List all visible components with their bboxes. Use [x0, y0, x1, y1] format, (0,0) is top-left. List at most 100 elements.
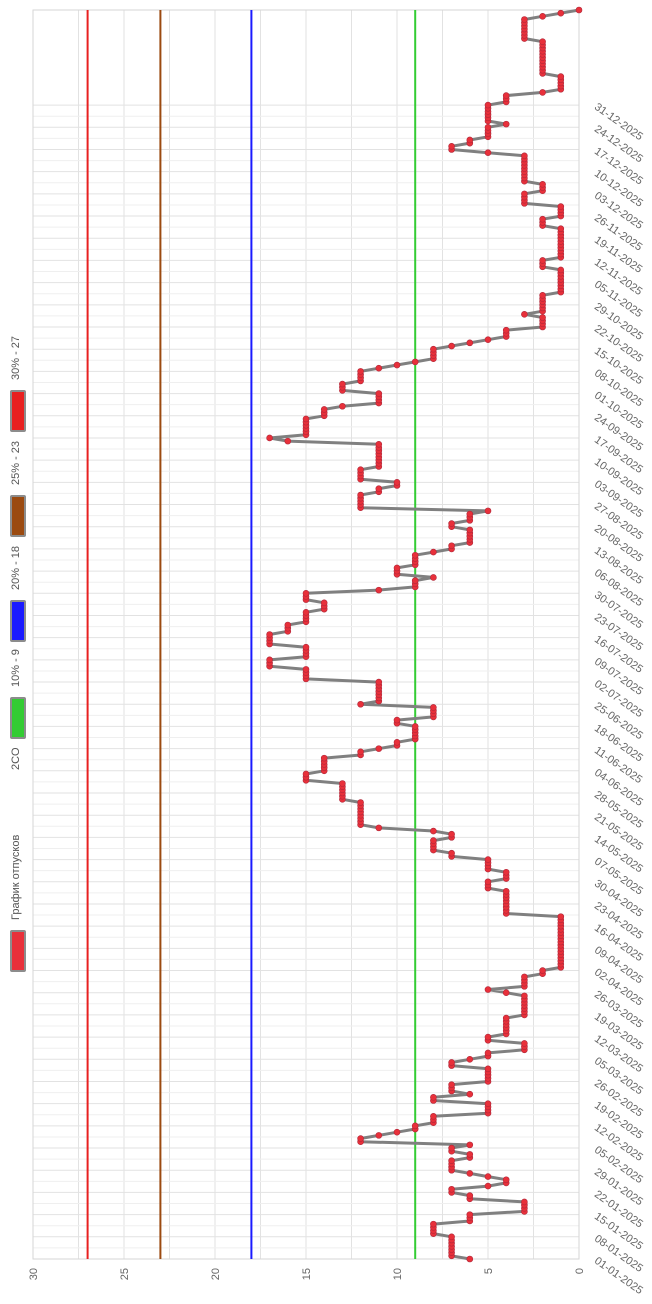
value-tick-label: 25 — [119, 1268, 131, 1280]
data-point — [484, 1065, 492, 1073]
data-point — [393, 1128, 401, 1136]
data-point — [484, 1182, 492, 1190]
data-point — [284, 621, 292, 629]
data-point — [393, 479, 401, 486]
data-point — [375, 1132, 383, 1139]
data-point — [466, 1192, 474, 1199]
data-point — [539, 38, 546, 46]
data-point — [539, 181, 546, 188]
data-point — [320, 406, 328, 413]
data-point — [466, 1255, 474, 1263]
legend-label-30pct: 30% - 27 — [10, 335, 22, 380]
legend-swatch-20pct — [10, 600, 26, 642]
data-point — [357, 368, 364, 375]
data-point — [502, 989, 510, 997]
data-point — [466, 339, 474, 347]
data-point — [430, 704, 437, 711]
data-point — [448, 1157, 455, 1165]
data-point — [357, 799, 364, 806]
data-point — [466, 1141, 474, 1149]
data-point — [448, 1059, 455, 1066]
data-point — [539, 89, 546, 96]
data-point — [430, 827, 437, 835]
data-point — [375, 390, 383, 397]
data-point — [302, 770, 310, 778]
data-point — [266, 434, 273, 442]
data-point — [302, 415, 310, 423]
data-point — [557, 266, 565, 274]
data-point — [521, 152, 528, 160]
data-point — [484, 856, 492, 863]
data-point — [448, 1144, 455, 1152]
legend-swatch-10pct — [10, 697, 26, 739]
data-point — [502, 887, 510, 895]
legend-label-vacations: График отпусков — [10, 834, 22, 920]
value-tick-label: 5 — [483, 1268, 495, 1274]
data-point — [502, 326, 510, 334]
data-point — [539, 967, 546, 974]
data-point — [430, 837, 437, 844]
grid-layer — [32, 9, 580, 1260]
legend-label-25pct: 25% - 23 — [10, 440, 22, 485]
data-point — [502, 1014, 510, 1022]
data-point — [430, 548, 437, 556]
data-point — [484, 123, 492, 131]
data-point — [302, 666, 310, 673]
data-point — [266, 656, 273, 664]
data-point — [448, 1185, 455, 1193]
data-point — [411, 723, 419, 730]
value-tick-label: 30 — [28, 1268, 40, 1280]
data-point — [502, 1176, 510, 1184]
data-point — [484, 1173, 492, 1180]
data-point — [484, 1049, 492, 1057]
data-point — [339, 380, 346, 388]
data-point — [539, 292, 546, 299]
data-point — [448, 542, 455, 550]
data-point — [484, 878, 492, 886]
data-point — [484, 507, 492, 515]
data-point — [320, 599, 328, 607]
data-point — [302, 643, 310, 651]
data-point — [466, 1090, 474, 1098]
data-point — [357, 491, 364, 499]
data-point — [411, 577, 419, 584]
data-point — [430, 1094, 437, 1101]
data-point — [339, 402, 346, 410]
data-point — [557, 9, 565, 17]
plot-frame — [32, 9, 580, 1260]
data-point — [393, 564, 401, 572]
value-tick-label: 10 — [392, 1268, 404, 1280]
data-point — [266, 631, 273, 638]
legend-swatch-25pct — [10, 495, 26, 537]
data-point — [320, 754, 328, 762]
data-point — [375, 824, 383, 832]
data-point — [411, 1122, 419, 1130]
value-tick-label: 15 — [301, 1268, 313, 1280]
data-point — [539, 314, 546, 321]
data-point — [484, 336, 492, 343]
data-point — [284, 437, 292, 445]
data-point — [539, 257, 546, 264]
data-point — [502, 120, 510, 128]
data-point — [466, 136, 474, 144]
data-point — [448, 1233, 455, 1241]
data-point — [521, 311, 528, 318]
data-point — [521, 973, 528, 981]
data-point — [484, 986, 492, 993]
data-point — [375, 745, 383, 752]
data-point — [557, 913, 565, 920]
data-point — [302, 609, 310, 616]
data-point — [539, 13, 546, 20]
data-point — [357, 748, 364, 756]
data-point — [521, 992, 528, 1000]
data-point — [502, 868, 510, 876]
data-point — [357, 700, 364, 708]
data-point — [466, 1170, 474, 1177]
data-point — [448, 849, 455, 857]
data-point — [521, 16, 528, 23]
data-point — [375, 586, 383, 594]
data-point — [484, 1033, 492, 1041]
data-point — [521, 1040, 528, 1047]
